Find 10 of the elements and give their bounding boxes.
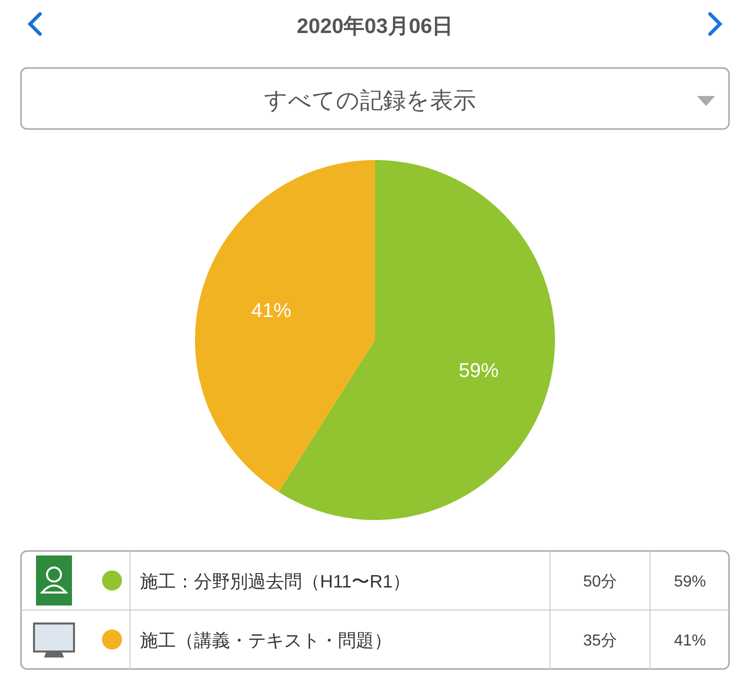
text: 35分 (583, 632, 617, 650)
text: 41% (674, 632, 706, 650)
legend-label: 施工：分野別過去問（H11〜R1） (140, 572, 411, 592)
chart-title: 2020年03月06日 (296, 15, 454, 38)
data-label: 41% (251, 300, 292, 322)
legend-label: 施工（講義・テキスト・問題） (140, 630, 392, 650)
chart-subtitle: すべての記録を表示 (264, 87, 476, 113)
data-label: 59% (458, 360, 499, 382)
text: 50分 (583, 574, 617, 590)
text: 59% (674, 574, 706, 590)
